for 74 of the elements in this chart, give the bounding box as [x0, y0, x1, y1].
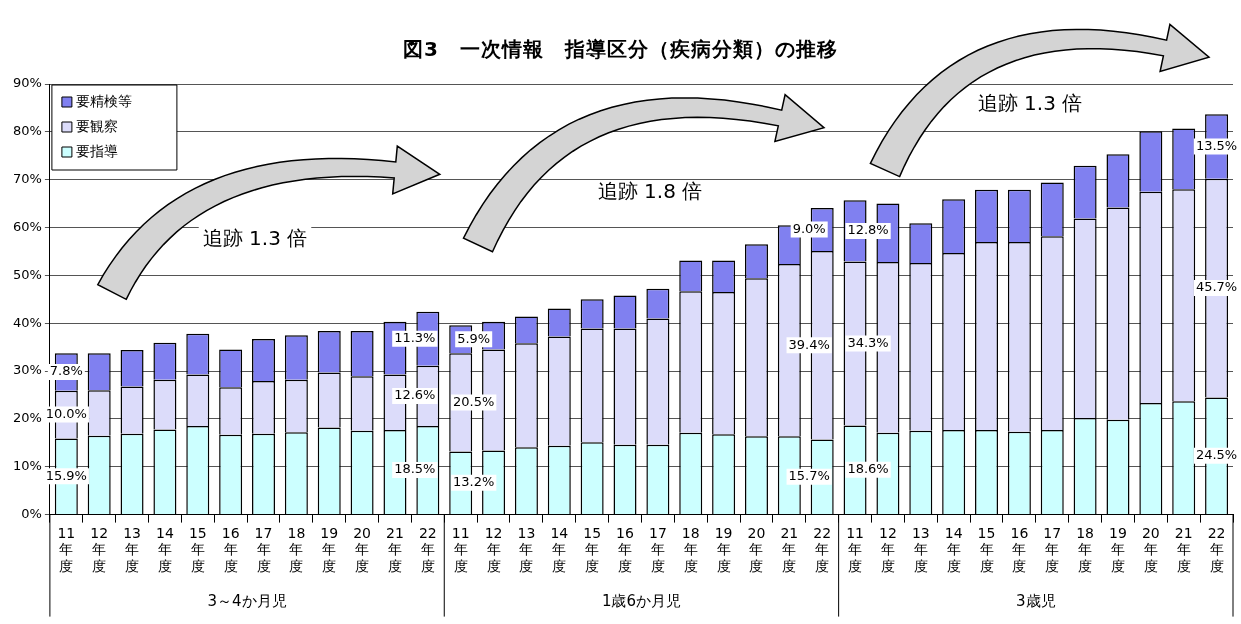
x-tick-label: 15年度	[977, 524, 996, 575]
x-tick-label: 22年度	[813, 524, 832, 575]
data-label: 45.7%	[1195, 279, 1238, 295]
x-tick-label: 22年度	[418, 524, 437, 575]
x-tick-label: 13年度	[517, 524, 536, 575]
text: 3～4か月児	[207, 592, 287, 611]
x-tick-label: 17年度	[648, 524, 667, 575]
x-tick-label: 11年度	[57, 524, 76, 575]
chart-title: 図3 一次情報 指導区分（疾病分類）の推移	[402, 36, 839, 63]
data-label: 18.6%	[847, 461, 889, 477]
x-tick-label: 11年度	[451, 524, 470, 575]
x-tick-label: 21年度	[386, 524, 404, 575]
data-label: 11.3%	[394, 330, 436, 346]
x-tick-label: 16年度	[1010, 524, 1029, 575]
x-tick-label: 15年度	[188, 524, 207, 575]
x-tick-label: 16年度	[221, 524, 240, 575]
x-tick-label: 20年度	[747, 524, 766, 575]
data-label: 18.5%	[394, 461, 436, 477]
x-tick-label: 17年度	[1043, 524, 1062, 575]
data-label: 24.5%	[1195, 447, 1238, 463]
x-tick-label: 21年度	[1174, 524, 1193, 575]
x-tick-label: 18年度	[287, 524, 306, 575]
x-tick-label: 20年度	[353, 524, 372, 575]
x-tick-label: 20年度	[1141, 524, 1160, 575]
y-tick-label: 90%	[12, 75, 42, 91]
x-tick-label: 21年度	[780, 524, 799, 575]
annotation: 追跡 1.3 倍	[977, 91, 1083, 116]
y-tick-label: 0%	[21, 505, 42, 521]
data-label: 12.8%	[847, 222, 889, 238]
text: 1歳6か月児	[601, 592, 681, 611]
y-tick-label: 70%	[12, 171, 42, 187]
x-tick-label: 12年度	[90, 524, 109, 575]
x-tick-label: 22年度	[1207, 524, 1226, 575]
legend-label: 要指導	[75, 142, 118, 159]
y-tick-label: 40%	[12, 314, 42, 330]
x-tick-label: 16年度	[616, 524, 635, 575]
data-label: 13.5%	[1195, 137, 1238, 153]
x-tick-label: 13年度	[123, 524, 141, 575]
x-tick-label: 18年度	[681, 524, 700, 575]
data-label: 12.6%	[394, 387, 436, 403]
x-tick-label: 19年度	[1109, 524, 1127, 575]
annotation: 追跡 1.8 倍	[597, 179, 703, 204]
y-tick-label: 30%	[12, 362, 42, 378]
data-label: 9.0%	[792, 220, 826, 236]
y-tick-label: 60%	[12, 218, 42, 234]
x-tick-label: 11年度	[846, 524, 864, 575]
x-tick-label: 12年度	[879, 524, 897, 575]
annotation: 追跡 1.3 倍	[202, 226, 308, 251]
data-label: 10.0%	[45, 405, 87, 421]
data-label: 34.3%	[847, 334, 889, 350]
y-tick-label: 10%	[12, 458, 42, 474]
x-tick-label: 14年度	[156, 524, 174, 575]
legend-label: 要精検等	[75, 92, 132, 109]
data-label: 7.8%	[49, 363, 83, 379]
data-label: 15.7%	[788, 468, 830, 484]
legend-label: 要観察	[75, 117, 118, 134]
x-tick-label: 19年度	[714, 524, 733, 575]
x-tick-label: 14年度	[944, 524, 963, 575]
data-label: 5.9%	[457, 330, 491, 346]
y-tick-label: 20%	[12, 410, 42, 426]
y-tick-label: 80%	[12, 123, 42, 139]
data-label: 39.4%	[788, 336, 830, 352]
data-label: 13.2%	[453, 474, 495, 490]
x-tick-label: 17年度	[254, 524, 273, 575]
text: 3歳児	[1016, 592, 1056, 611]
y-tick-label: 50%	[12, 266, 42, 282]
x-tick-label: 12年度	[484, 524, 503, 575]
data-label: 20.5%	[453, 393, 495, 409]
data-label: 15.9%	[45, 467, 87, 483]
x-tick-label: 15年度	[583, 524, 602, 575]
x-tick-label: 14年度	[550, 524, 569, 575]
x-tick-label: 19年度	[320, 524, 339, 575]
x-tick-label: 18年度	[1076, 524, 1095, 575]
x-tick-label: 13年度	[911, 524, 930, 575]
